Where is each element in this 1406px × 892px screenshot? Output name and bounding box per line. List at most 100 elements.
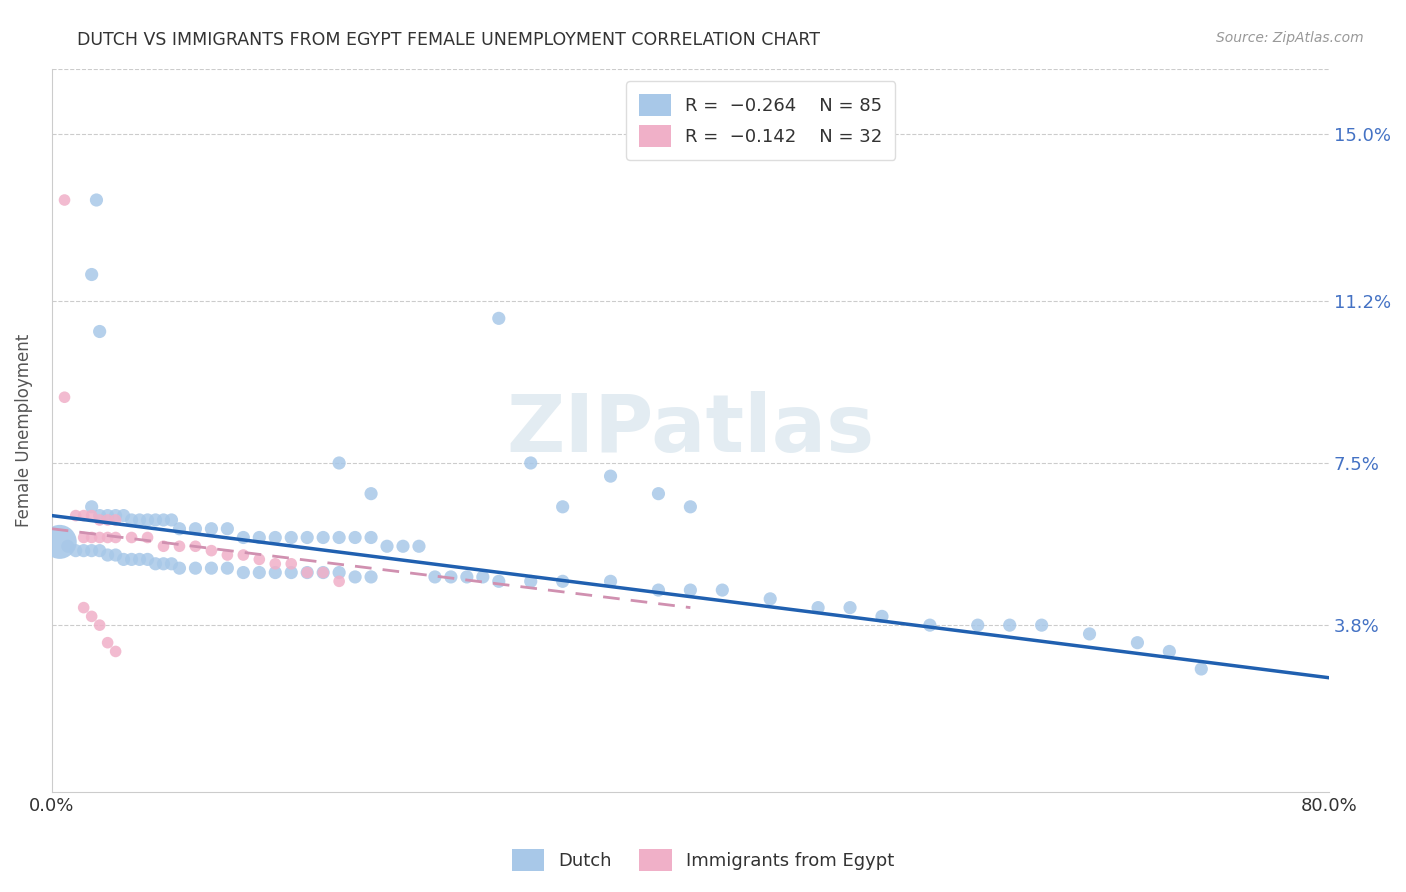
Point xyxy=(551,574,574,589)
Point xyxy=(86,193,108,207)
Point xyxy=(121,513,143,527)
Point xyxy=(136,513,159,527)
Point xyxy=(247,552,270,566)
Point xyxy=(104,548,127,562)
Point xyxy=(232,566,254,580)
Point xyxy=(112,552,135,566)
Point xyxy=(128,513,150,527)
Point xyxy=(966,618,988,632)
Text: DUTCH VS IMMIGRANTS FROM EGYPT FEMALE UNEMPLOYMENT CORRELATION CHART: DUTCH VS IMMIGRANTS FROM EGYPT FEMALE UN… xyxy=(77,31,820,49)
Point xyxy=(136,552,159,566)
Point xyxy=(519,456,541,470)
Point xyxy=(1159,644,1181,658)
Point xyxy=(80,543,103,558)
Point xyxy=(360,486,382,500)
Point xyxy=(136,531,159,545)
Point xyxy=(89,325,111,339)
Point xyxy=(679,500,702,514)
Point xyxy=(160,513,183,527)
Point xyxy=(184,561,207,575)
Point xyxy=(97,531,120,545)
Point xyxy=(264,531,287,545)
Point xyxy=(121,552,143,566)
Point xyxy=(145,557,167,571)
Point xyxy=(80,500,103,514)
Text: Source: ZipAtlas.com: Source: ZipAtlas.com xyxy=(1216,31,1364,45)
Point xyxy=(89,531,111,545)
Point xyxy=(80,268,103,282)
Point xyxy=(647,583,669,598)
Point xyxy=(312,566,335,580)
Point xyxy=(169,561,191,575)
Point xyxy=(519,574,541,589)
Point xyxy=(280,557,302,571)
Point xyxy=(73,543,96,558)
Point xyxy=(80,508,103,523)
Point xyxy=(488,311,510,326)
Point xyxy=(471,570,494,584)
Point xyxy=(456,570,478,584)
Point xyxy=(328,531,350,545)
Point xyxy=(264,557,287,571)
Point xyxy=(328,574,350,589)
Point xyxy=(280,566,302,580)
Point xyxy=(53,193,76,207)
Point xyxy=(104,513,127,527)
Point xyxy=(104,508,127,523)
Point xyxy=(870,609,893,624)
Point xyxy=(65,543,87,558)
Point xyxy=(112,508,135,523)
Legend: Dutch, Immigrants from Egypt: Dutch, Immigrants from Egypt xyxy=(505,842,901,879)
Point xyxy=(217,548,239,562)
Point xyxy=(184,539,207,553)
Point xyxy=(1189,662,1212,676)
Point xyxy=(599,469,621,483)
Y-axis label: Female Unemployment: Female Unemployment xyxy=(15,334,32,527)
Point xyxy=(97,635,120,649)
Point xyxy=(360,570,382,584)
Point xyxy=(169,522,191,536)
Point xyxy=(312,566,335,580)
Point xyxy=(200,522,222,536)
Point xyxy=(1078,627,1101,641)
Point xyxy=(375,539,398,553)
Point xyxy=(295,531,318,545)
Point xyxy=(647,486,669,500)
Point xyxy=(408,539,430,553)
Point xyxy=(73,600,96,615)
Point xyxy=(312,531,335,545)
Point xyxy=(328,456,350,470)
Point xyxy=(711,583,734,598)
Point xyxy=(48,534,70,549)
Point xyxy=(839,600,862,615)
Point xyxy=(152,539,174,553)
Point xyxy=(152,513,174,527)
Point xyxy=(759,591,782,606)
Point xyxy=(53,390,76,404)
Legend: R =  −0.264    N = 85, R =  −0.142    N = 32: R = −0.264 N = 85, R = −0.142 N = 32 xyxy=(626,81,896,160)
Point xyxy=(551,500,574,514)
Point xyxy=(280,531,302,545)
Point xyxy=(80,609,103,624)
Point xyxy=(360,531,382,545)
Point xyxy=(73,531,96,545)
Point xyxy=(599,574,621,589)
Point xyxy=(998,618,1021,632)
Point xyxy=(121,531,143,545)
Point xyxy=(679,583,702,598)
Point xyxy=(247,531,270,545)
Point xyxy=(104,644,127,658)
Point xyxy=(160,557,183,571)
Point xyxy=(807,600,830,615)
Point xyxy=(344,570,367,584)
Point xyxy=(152,557,174,571)
Point xyxy=(184,522,207,536)
Point xyxy=(89,618,111,632)
Point xyxy=(440,570,463,584)
Point xyxy=(97,548,120,562)
Point xyxy=(217,522,239,536)
Point xyxy=(200,543,222,558)
Point xyxy=(89,508,111,523)
Point xyxy=(89,513,111,527)
Point xyxy=(423,570,446,584)
